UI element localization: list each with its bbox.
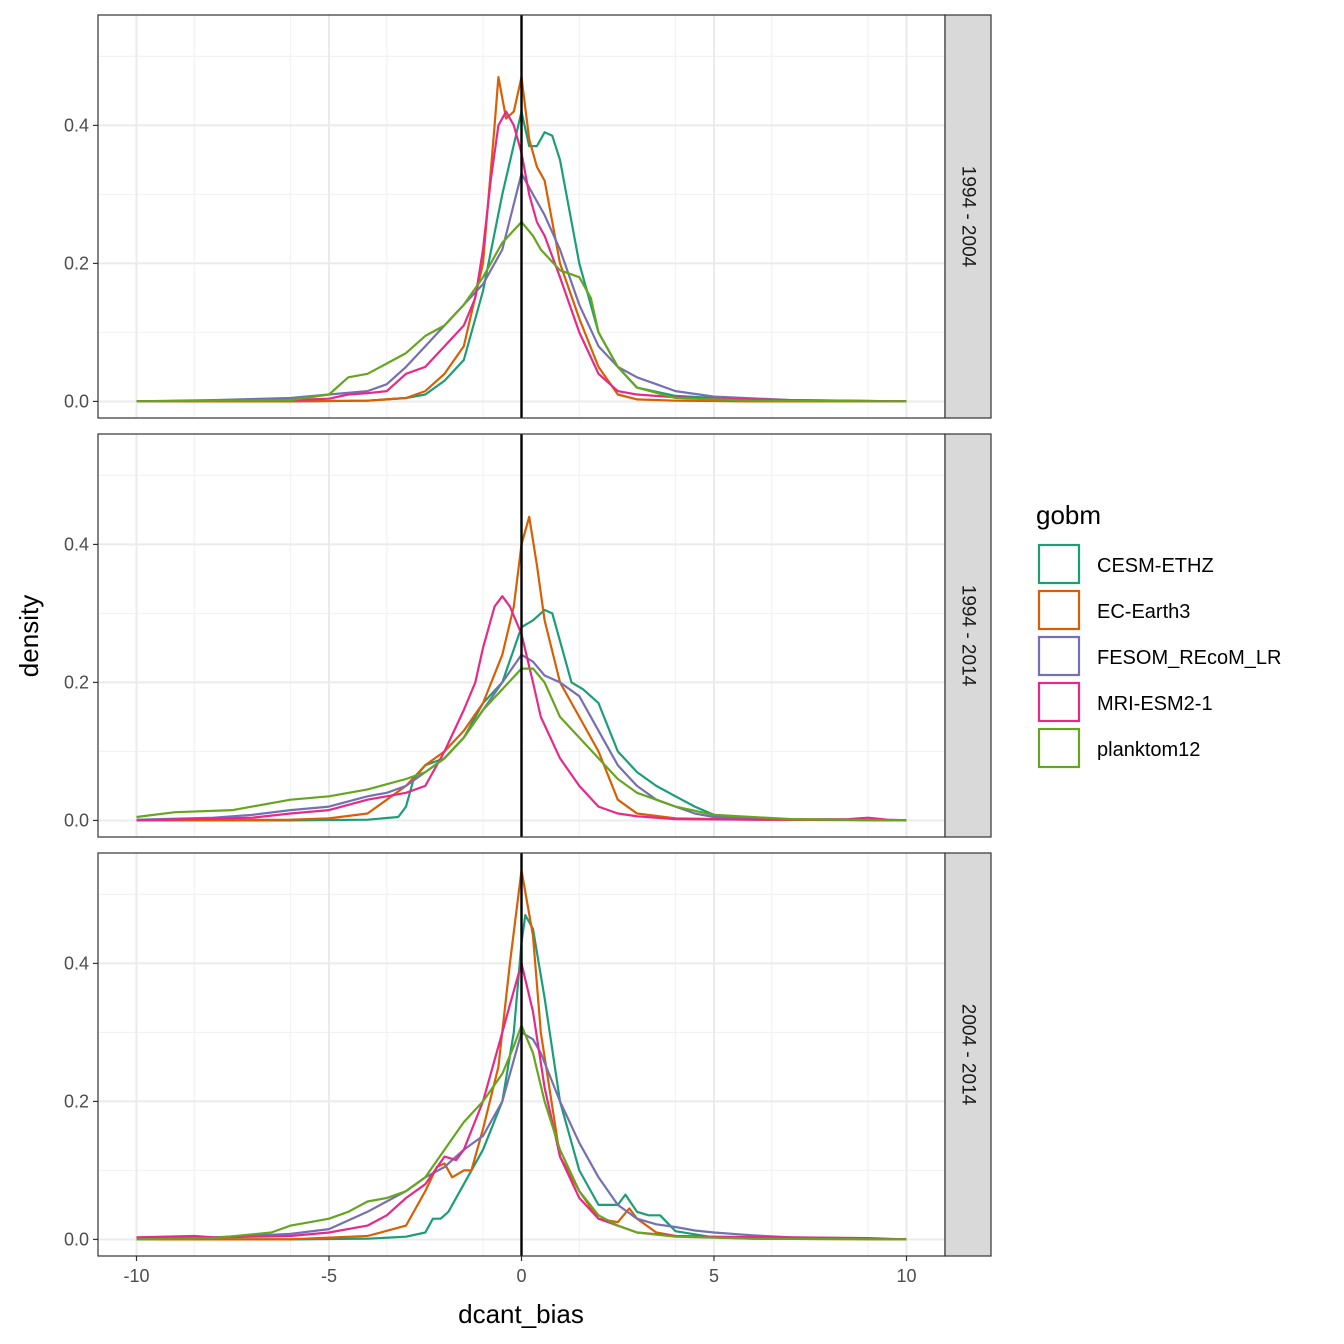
y-tick-label: 0.4 [64, 115, 89, 135]
legend-key-background [1036, 588, 1080, 632]
x-tick-label: -10 [123, 1266, 149, 1286]
y-tick-label: 0.4 [64, 534, 89, 554]
x-tick-label: 10 [896, 1266, 916, 1286]
legend-item: FESOM_REcoM_LR [1036, 634, 1282, 678]
x-axis-title: dcant_bias [458, 1299, 584, 1329]
y-tick-label: 0.0 [64, 1229, 89, 1249]
facet-strip [944, 852, 992, 1257]
x-tick-label: -5 [321, 1266, 337, 1286]
legend-key [1037, 727, 1081, 769]
legend-key [1037, 543, 1081, 585]
legend-label: MRI-ESM2-1 [1097, 693, 1213, 715]
y-tick-label: 0.2 [64, 253, 89, 273]
density-line [136, 608, 907, 822]
facet-panel: 0.0 0.2 0.4 1994 - 2014 [64, 433, 992, 838]
y-tick-label: 0.0 [64, 391, 89, 411]
facet-panels: 0.0 0.2 0.4 1994 - 2004 0.0 0.2 0.4 1994 - 2014… [64, 14, 992, 1257]
x-axis: -10 -5 0 5 10 [123, 1256, 917, 1286]
legend-key [1037, 681, 1081, 723]
legend-item: EC-Earth3 [1036, 588, 1190, 632]
legend-label: CESM-ETHZ [1097, 555, 1214, 577]
y-axis-title: density [14, 595, 44, 677]
legend: gobm CESM-ETHZ EC-Earth3 FESOM_REcoM_LR MRI… [1036, 500, 1282, 770]
x-tick-label: 0 [516, 1266, 526, 1286]
facet-strip [944, 14, 992, 419]
density-line [136, 1024, 907, 1241]
density-line [136, 667, 907, 822]
legend-key [1037, 589, 1081, 631]
legend-key-background [1036, 542, 1080, 586]
facet-panel: 0.0 0.2 0.4 1994 - 2004 [64, 14, 992, 419]
legend-item: CESM-ETHZ [1036, 542, 1214, 586]
legend-key-background [1036, 634, 1080, 678]
density-line [136, 110, 907, 403]
legend-items: CESM-ETHZ EC-Earth3 FESOM_REcoM_LR MRI-ESM2… [1036, 542, 1282, 770]
facet-panel: 0.0 0.2 0.4 2004 - 2014 [64, 852, 992, 1257]
legend-key [1037, 635, 1081, 677]
facet-strip-label: 1994 - 2004 [958, 166, 979, 268]
density-line [136, 1031, 907, 1241]
y-tick-label: 0.0 [64, 810, 89, 830]
facet-strip-label: 1994 - 2014 [958, 585, 979, 687]
legend-label: EC-Earth3 [1097, 601, 1190, 623]
legend-label: planktom12 [1097, 739, 1200, 761]
legend-key-background [1036, 680, 1080, 724]
density-line [136, 914, 907, 1241]
facet-strip [944, 433, 992, 838]
density-line [136, 220, 907, 403]
legend-item: MRI-ESM2-1 [1036, 680, 1213, 724]
y-tick-label: 0.2 [64, 672, 89, 692]
legend-title: gobm [1036, 500, 1101, 530]
x-tick-label: 5 [709, 1266, 719, 1286]
density-line [136, 595, 907, 822]
facet-strip-label: 2004 - 2014 [958, 1004, 979, 1106]
y-tick-label: 0.2 [64, 1091, 89, 1111]
legend-key-background [1036, 726, 1080, 770]
density-line [136, 515, 907, 822]
legend-item: planktom12 [1036, 726, 1200, 770]
legend-label: FESOM_REcoM_LR [1097, 647, 1282, 669]
y-tick-label: 0.4 [64, 953, 89, 973]
